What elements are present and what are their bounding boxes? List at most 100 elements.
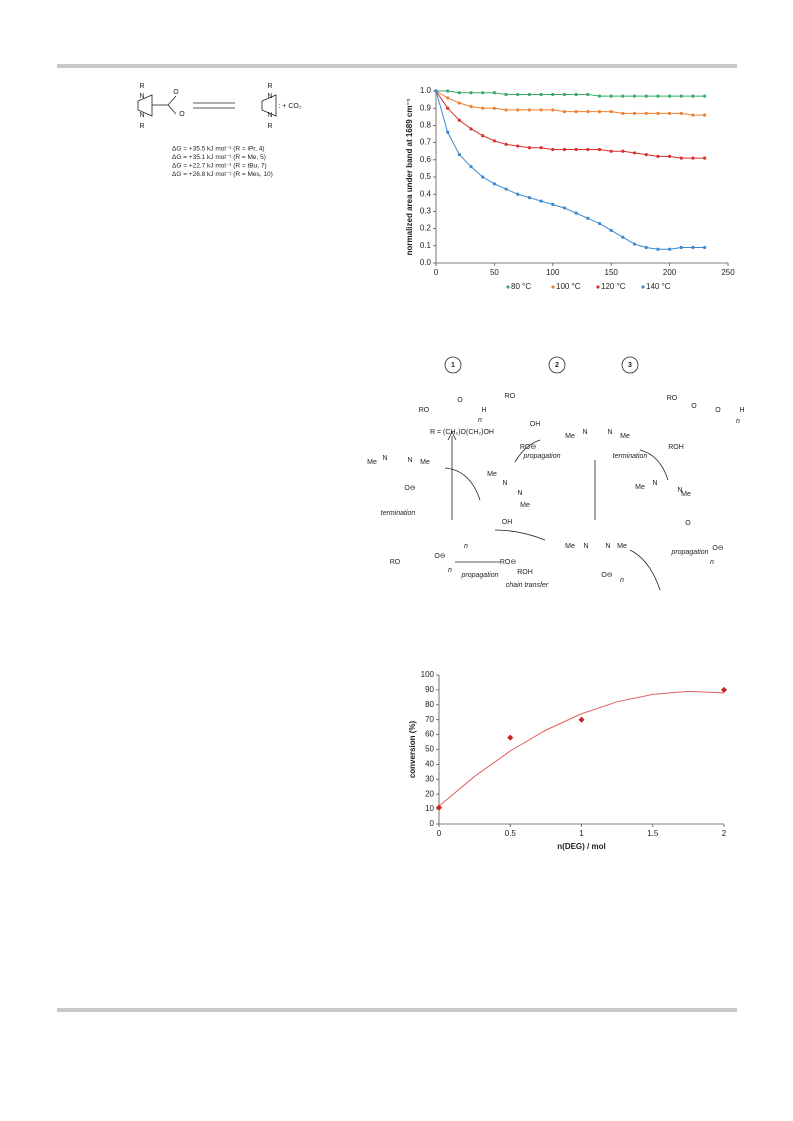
scheme-label: RO bbox=[419, 407, 430, 414]
data-point bbox=[621, 149, 625, 153]
y-tick-label: 50 bbox=[425, 745, 434, 754]
scheme-label: RO⊖ bbox=[500, 559, 517, 566]
y-tick-label: 0.5 bbox=[420, 172, 432, 181]
y-tick-label: 30 bbox=[425, 774, 434, 783]
y-tick-label: 0.4 bbox=[420, 189, 432, 198]
scheme-label: OH bbox=[530, 421, 541, 428]
scheme-label: N bbox=[267, 93, 272, 100]
data-point bbox=[586, 147, 590, 152]
scheme-label: ROH bbox=[517, 569, 533, 576]
x-tick-label: 200 bbox=[663, 268, 677, 277]
data-point bbox=[481, 175, 485, 179]
data-point bbox=[492, 182, 496, 186]
scheme-label: O bbox=[173, 89, 179, 96]
x-tick-label: 250 bbox=[721, 268, 735, 277]
data-point bbox=[597, 221, 602, 226]
data-point bbox=[551, 108, 555, 112]
y-tick-label: 1.0 bbox=[420, 86, 432, 95]
data-point bbox=[644, 245, 648, 250]
series-line bbox=[436, 90, 705, 97]
scheme-label: O⊖ bbox=[712, 545, 723, 552]
scheme-label: ROH bbox=[668, 444, 684, 451]
scheme-label: Me bbox=[620, 433, 630, 440]
y-tick-label: 80 bbox=[425, 700, 434, 709]
data-point bbox=[562, 147, 567, 152]
data-point bbox=[527, 196, 532, 200]
x-tick-label: 50 bbox=[490, 268, 499, 277]
y-tick-label: 20 bbox=[425, 789, 434, 798]
data-point bbox=[562, 92, 567, 97]
scheme-label: N bbox=[607, 429, 612, 436]
data-point bbox=[679, 245, 683, 250]
x-tick-label: 0.5 bbox=[505, 829, 517, 838]
data-point bbox=[703, 94, 707, 98]
data-point bbox=[481, 91, 485, 95]
y-tick-label: 0 bbox=[430, 819, 435, 828]
data-point bbox=[586, 110, 590, 114]
data-point bbox=[644, 111, 648, 115]
scheme-label: O⊖ bbox=[434, 553, 445, 560]
data-point bbox=[632, 94, 637, 98]
y-tick-label: 70 bbox=[425, 715, 434, 724]
series-line bbox=[435, 90, 705, 159]
scheme2-arrows bbox=[444, 356, 669, 591]
y-tick-label: 60 bbox=[425, 730, 434, 739]
scheme-label: termination bbox=[381, 510, 416, 517]
data-point bbox=[574, 211, 578, 215]
y-tick-label: 0.7 bbox=[420, 138, 432, 147]
scheme-label: N bbox=[139, 112, 144, 119]
data-point bbox=[597, 147, 602, 152]
scheme-label: N bbox=[582, 429, 587, 436]
data-point bbox=[562, 206, 567, 210]
data-point bbox=[668, 247, 672, 251]
data-point bbox=[703, 113, 707, 117]
data-point bbox=[691, 113, 695, 117]
scheme-label: Me bbox=[681, 491, 691, 498]
data-point bbox=[656, 154, 660, 158]
scheme-label: Me bbox=[635, 484, 645, 491]
scheme-label: O bbox=[715, 407, 721, 414]
y-tick-label: 10 bbox=[425, 804, 434, 813]
scheme-label: chain transfer bbox=[506, 582, 549, 589]
data-point bbox=[656, 94, 660, 98]
scheme-label: n bbox=[478, 417, 482, 424]
scheme-label: O bbox=[685, 520, 691, 527]
scheme-label: R = (CH₂)O(CH₂)OH bbox=[430, 429, 494, 436]
data-point bbox=[539, 146, 543, 150]
scheme1-structures bbox=[137, 94, 277, 117]
legend-marker bbox=[596, 285, 600, 289]
data-point bbox=[574, 147, 578, 152]
data-point bbox=[481, 106, 485, 110]
data-point bbox=[586, 92, 590, 97]
data-point bbox=[492, 106, 496, 110]
data-point bbox=[609, 110, 613, 114]
scheme-label: n bbox=[464, 543, 468, 550]
fit-curve bbox=[438, 690, 725, 807]
scheme-label: O bbox=[457, 397, 463, 404]
data-point bbox=[703, 245, 707, 250]
legend-label: 80 °C bbox=[511, 282, 531, 291]
scheme-label: propagation bbox=[461, 572, 499, 579]
x-axis-label: n(DEG) / mol bbox=[557, 842, 605, 851]
legend-label: 140 °C bbox=[646, 282, 671, 291]
data-point bbox=[551, 147, 555, 152]
data-point bbox=[457, 118, 461, 122]
data-point bbox=[436, 804, 442, 811]
scheme-label: : + CO₂ bbox=[278, 103, 301, 110]
energy-line: ΔG = +35.5 kJ mol⁻¹ (R = iPr, 4) bbox=[172, 146, 264, 153]
data-point bbox=[504, 92, 508, 97]
x-tick-label: 150 bbox=[605, 268, 619, 277]
energy-line: ΔG = +22.7 kJ mol⁻¹ (R = tBu, 7) bbox=[172, 163, 267, 170]
data-point bbox=[609, 149, 613, 153]
y-tick-label: 40 bbox=[425, 760, 434, 769]
y-tick-label: 0.1 bbox=[420, 241, 432, 250]
data-point bbox=[574, 92, 578, 97]
data-point bbox=[446, 130, 450, 134]
scheme-label: RO⊖ bbox=[520, 444, 537, 451]
data-point bbox=[446, 96, 450, 100]
legend-marker bbox=[551, 285, 555, 289]
scheme-label: N bbox=[139, 93, 144, 100]
y-tick-label: 0.0 bbox=[420, 258, 432, 267]
scheme-label: 2 bbox=[555, 362, 559, 369]
